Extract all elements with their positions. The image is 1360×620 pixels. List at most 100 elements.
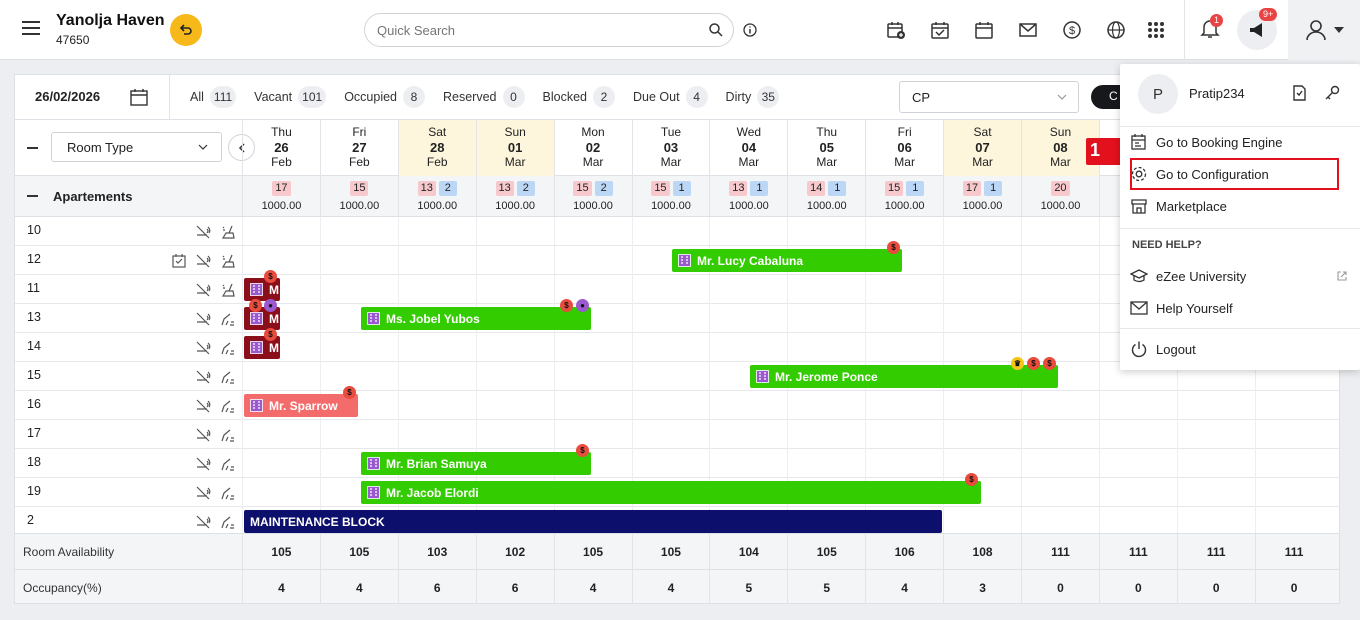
reservation-bar[interactable]: Mr. Sparrow <box>244 394 358 417</box>
date-column-header: Mon 02 Mar <box>553 120 632 176</box>
clean-room-icon[interactable] <box>220 253 236 269</box>
filter-dirty[interactable]: Dirty 35 <box>726 86 780 108</box>
availability-value: 106 <box>865 534 943 570</box>
filter-reserved[interactable]: Reserved 0 <box>443 86 525 108</box>
non-smoking-icon[interactable] <box>195 485 211 501</box>
payment-due-icon[interactable]: $ <box>249 299 262 312</box>
previous-dates-button[interactable] <box>228 134 255 161</box>
info-icon[interactable] <box>742 22 758 38</box>
go-to-booking-engine-item[interactable]: Go to Booking Engine <box>1130 128 1356 156</box>
dirty-room-icon[interactable] <box>220 456 236 472</box>
payment-due-icon[interactable]: $ <box>1043 357 1056 370</box>
reservation-bar[interactable]: Mr. Jerome Ponce <box>750 365 1058 388</box>
globe-icon[interactable] <box>1104 18 1128 42</box>
room-type-select[interactable]: Room Type <box>51 132 222 162</box>
non-smoking-icon[interactable] <box>195 398 211 414</box>
room-row: 17 <box>15 420 1339 449</box>
apartment-building-icon <box>367 486 380 499</box>
date-inventory-cell[interactable]: 14 1 1000.00 <box>787 176 865 217</box>
non-smoking-icon[interactable] <box>195 253 211 269</box>
date-inventory-cell[interactable]: 13 2 1000.00 <box>475 176 554 217</box>
reservation-bar[interactable]: Mr. Jacob Elordi <box>361 481 981 504</box>
date-inventory-cell[interactable]: 13 1 1000.00 <box>709 176 787 217</box>
inspected-checklist-icon[interactable] <box>171 253 187 269</box>
marketplace-item[interactable]: Marketplace <box>1130 192 1356 220</box>
reservation-bar[interactable]: M <box>244 307 280 330</box>
filter-due-out[interactable]: Due Out 4 <box>633 86 708 108</box>
dirty-room-icon[interactable] <box>220 485 236 501</box>
reservation-bar[interactable]: Mr. Brian Samuya <box>361 452 591 475</box>
dirty-room-icon[interactable] <box>220 514 236 530</box>
go-to-configuration-item[interactable]: Go to Configuration <box>1130 160 1356 188</box>
payment-due-icon[interactable]: $ <box>1027 357 1040 370</box>
dirty-room-icon[interactable] <box>220 340 236 356</box>
maintenance-block[interactable]: MAINTENANCE BLOCK <box>244 510 942 533</box>
ezee-university-item[interactable]: eZee University <box>1130 262 1356 290</box>
apps-grid-icon[interactable] <box>1144 18 1168 42</box>
dirty-room-icon[interactable] <box>220 427 236 443</box>
reservation-bar[interactable]: M <box>244 278 280 301</box>
non-smoking-icon[interactable] <box>195 282 211 298</box>
user-menu-button[interactable] <box>1288 0 1360 60</box>
guest-note-icon[interactable]: ● <box>576 299 589 312</box>
rate-plan-select[interactable]: CP <box>899 81 1079 113</box>
booked-count-chip: 2 <box>438 181 457 196</box>
filter-blocked[interactable]: Blocked 2 <box>543 86 615 108</box>
add-reservation-calendar-icon[interactable] <box>884 18 908 42</box>
search-icon[interactable] <box>708 22 724 38</box>
non-smoking-icon[interactable] <box>195 224 211 240</box>
date-inventory-cell[interactable]: 15 1000.00 <box>319 176 398 217</box>
filter-all[interactable]: All 111 <box>190 86 237 108</box>
marketplace-label: Marketplace <box>1156 198 1227 214</box>
payment-due-icon[interactable]: $ <box>343 386 356 399</box>
reservation-bar[interactable]: Mr. Lucy Cabaluna <box>672 249 902 272</box>
non-smoking-icon[interactable] <box>195 427 211 443</box>
date-inventory-cell[interactable]: 15 1 1000.00 <box>865 176 943 217</box>
date-inventory-cell[interactable]: 15 2 1000.00 <box>553 176 632 217</box>
collapse-all-icon[interactable] <box>27 147 38 149</box>
logout-item[interactable]: Logout <box>1130 335 1356 363</box>
date-inventory-cell[interactable]: 13 2 1000.00 <box>397 176 476 217</box>
non-smoking-icon[interactable] <box>195 369 211 385</box>
reservation-bar[interactable]: M <box>244 336 280 359</box>
room-number: 10 <box>27 223 41 237</box>
non-smoking-icon[interactable] <box>195 514 211 530</box>
dirty-room-icon[interactable] <box>220 369 236 385</box>
date-inventory-cell[interactable]: 17 1 1000.00 <box>943 176 1021 217</box>
calendar-icon[interactable] <box>972 18 996 42</box>
date-inventory-cell[interactable]: 20 1000.00 <box>1021 176 1099 217</box>
collapse-group-icon[interactable] <box>27 195 38 197</box>
guest-name: M <box>269 340 279 355</box>
payment-due-icon[interactable]: $ <box>264 270 277 283</box>
date-inventory-cell[interactable]: 15 1 1000.00 <box>631 176 710 217</box>
dollar-icon[interactable]: $ <box>1060 18 1084 42</box>
payment-due-icon[interactable]: $ <box>264 328 277 341</box>
non-smoking-icon[interactable] <box>195 311 211 327</box>
filter-occupied[interactable]: Occupied 8 <box>344 86 425 108</box>
payment-due-icon[interactable]: $ <box>887 241 900 254</box>
help-yourself-item[interactable]: Help Yourself <box>1130 294 1356 322</box>
shield-document-icon[interactable] <box>1290 84 1308 102</box>
mail-icon[interactable] <box>1016 18 1040 42</box>
non-smoking-icon[interactable] <box>195 340 211 356</box>
hamburger-menu-icon[interactable] <box>22 21 40 35</box>
guest-note-icon[interactable]: ● <box>264 299 277 312</box>
back-arrow-icon[interactable] <box>170 14 202 46</box>
payment-due-icon[interactable]: $ <box>576 444 589 457</box>
dirty-room-icon[interactable] <box>220 311 236 327</box>
date-picker-calendar-icon[interactable] <box>129 87 149 107</box>
non-smoking-icon[interactable] <box>195 456 211 472</box>
dirty-room-icon[interactable] <box>220 398 236 414</box>
payment-due-icon[interactable]: $ <box>965 473 978 486</box>
payment-due-icon[interactable]: $ <box>560 299 573 312</box>
date-inventory-cell[interactable]: 17 1000.00 <box>242 176 320 217</box>
quick-search-input[interactable] <box>364 13 734 47</box>
clean-room-icon[interactable] <box>220 282 236 298</box>
key-icon[interactable] <box>1323 84 1341 102</box>
clean-room-icon[interactable] <box>220 224 236 240</box>
filter-vacant[interactable]: Vacant 101 <box>254 86 327 108</box>
calendar-check-icon[interactable] <box>928 18 952 42</box>
vip-crown-icon[interactable]: ♛ <box>1011 357 1024 370</box>
selected-date[interactable]: 26/02/2026 <box>35 89 101 104</box>
reservation-bar[interactable]: Ms. Jobel Yubos <box>361 307 591 330</box>
